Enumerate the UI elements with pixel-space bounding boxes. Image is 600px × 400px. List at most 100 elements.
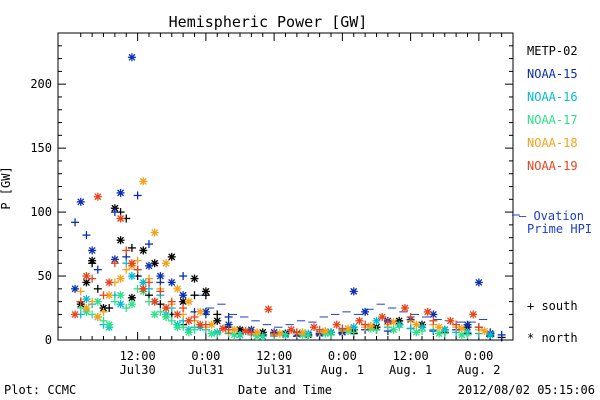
x-tick-date: Jul31 [256, 363, 292, 377]
north-point [173, 310, 182, 319]
y-tick-label: 150 [30, 141, 52, 155]
north-point-d2 [202, 287, 210, 295]
north-point-d2 [151, 310, 159, 318]
north-point-d2 [236, 326, 244, 334]
south-point [110, 297, 119, 306]
y-axis: 0 50 100 150 200 [30, 45, 513, 347]
north-point-d2 [469, 310, 477, 318]
north-point [372, 316, 381, 325]
north-point [173, 284, 182, 293]
south-point [349, 328, 358, 337]
north-point-d2 [196, 321, 204, 329]
north-point-d2 [145, 262, 153, 270]
south-point [179, 272, 188, 281]
north-point-d2 [94, 313, 102, 321]
north-point [264, 305, 273, 314]
north-point [389, 325, 398, 334]
north-point-d2 [333, 321, 341, 329]
north-point-d2 [71, 310, 79, 318]
north-point-d2 [435, 323, 443, 331]
north-point-d2 [299, 328, 307, 336]
marker-legend-south: + south [527, 299, 578, 313]
north-point [76, 197, 85, 206]
north-point-d2 [367, 322, 375, 330]
north-point-d2 [117, 189, 125, 197]
north-point [82, 272, 91, 281]
north-point-d2 [435, 330, 443, 338]
north-point-d2 [179, 291, 187, 299]
north-point [474, 278, 483, 287]
south-point [327, 330, 335, 339]
legend-entry: NOAA-16 [527, 90, 578, 104]
north-point [156, 272, 165, 281]
north-point-d2 [128, 53, 136, 61]
north-point [88, 256, 97, 265]
south-point [406, 324, 415, 333]
north-point-d2 [105, 321, 113, 329]
north-point [435, 323, 444, 332]
north-point-d2 [117, 291, 125, 299]
north-point [139, 246, 148, 255]
data-points [71, 53, 506, 342]
north-point-d2 [168, 278, 176, 286]
north-point-d2 [373, 317, 380, 325]
south-point [145, 278, 153, 287]
north-point [127, 53, 136, 62]
south-point [122, 304, 131, 313]
south-point [224, 325, 233, 334]
north-point-d2 [202, 308, 210, 316]
north-point-d2 [208, 330, 216, 338]
north-point-d2 [162, 313, 170, 321]
north-point-d2 [264, 305, 272, 313]
north-point-d2 [117, 300, 125, 308]
north-point [93, 192, 102, 201]
north-point-d2 [139, 177, 147, 185]
north-point-d2 [213, 317, 221, 325]
marker-legend-north: * north [527, 331, 578, 345]
y-tick-label: 0 [45, 333, 52, 347]
north-point [486, 330, 495, 339]
x-tick-date: Aug. 1 [389, 363, 432, 377]
north-point-d2 [71, 285, 79, 293]
north-point-d2 [446, 317, 454, 325]
south-point [110, 259, 119, 268]
south-point [99, 307, 108, 316]
north-point [463, 320, 472, 329]
south-point [406, 312, 415, 321]
north-point [361, 307, 370, 316]
north-point-d2 [151, 298, 159, 306]
north-point-d2 [185, 298, 193, 306]
y-axis-label: P [GW] [0, 166, 13, 209]
north-point-d2 [128, 294, 136, 302]
ovation-legend-line2: Prime HPI [527, 222, 592, 236]
south-point [372, 325, 381, 334]
south-point [93, 284, 102, 293]
north-point [150, 297, 159, 306]
north-point-d2 [458, 331, 466, 339]
north-point [184, 297, 193, 306]
x-tick-date: Jul30 [120, 363, 156, 377]
north-point-d2 [401, 304, 409, 312]
north-point [71, 310, 80, 319]
north-point [457, 330, 466, 339]
north-point-d2 [162, 304, 170, 312]
x-tick-time: 0:00 [191, 349, 220, 363]
north-point [127, 272, 136, 281]
north-point-d2 [105, 291, 113, 299]
north-point-d2 [481, 327, 489, 335]
north-point-d2 [139, 278, 147, 286]
north-point [457, 324, 466, 333]
north-point-d2 [139, 246, 147, 254]
north-point-d2 [350, 287, 358, 295]
north-point [184, 328, 193, 337]
legend-entry: NOAA-15 [527, 67, 578, 81]
x-tick-time: 12:00 [256, 349, 292, 363]
south-point [93, 265, 102, 274]
north-point [105, 320, 114, 329]
north-point-d2 [88, 257, 96, 265]
north-point-d2 [185, 328, 193, 336]
south-point [76, 287, 85, 296]
north-point [173, 323, 182, 332]
north-point [184, 316, 193, 325]
north-point-d2 [230, 326, 238, 334]
